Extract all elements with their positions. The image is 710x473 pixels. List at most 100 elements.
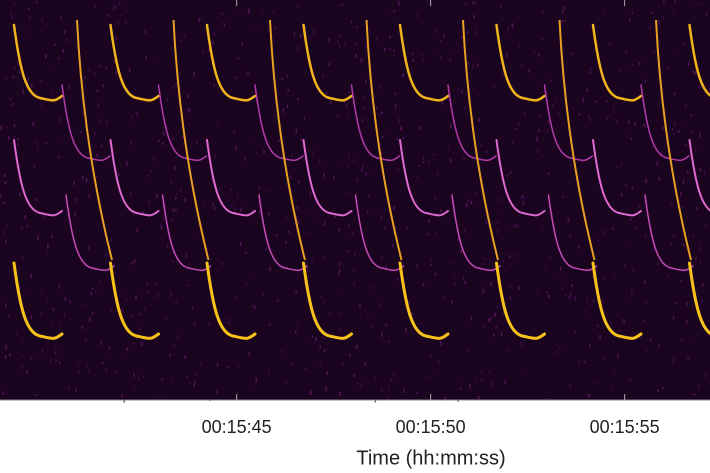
trace [495, 139, 546, 217]
noise [173, 84, 176, 88]
noise [559, 346, 561, 349]
noise [216, 363, 219, 367]
noise [398, 118, 401, 123]
noise [394, 104, 397, 109]
noise [629, 18, 631, 23]
noise [113, 59, 115, 63]
noise [115, 70, 118, 75]
noise [491, 381, 493, 387]
noise [682, 179, 685, 185]
noise [339, 33, 342, 38]
noise [182, 136, 184, 139]
noise [162, 131, 165, 136]
noise [360, 58, 363, 63]
noise [88, 246, 90, 250]
noise [634, 227, 637, 230]
noise [405, 328, 407, 333]
noise [136, 228, 138, 233]
noise [172, 208, 174, 212]
noise [510, 171, 512, 174]
noise [567, 218, 570, 223]
noise [227, 321, 230, 325]
noise [213, 32, 216, 36]
trace [447, 84, 497, 162]
noise [631, 63, 633, 66]
noise [508, 253, 510, 258]
noise [255, 100, 258, 103]
noise [171, 86, 174, 89]
noise [41, 18, 44, 22]
noise [30, 273, 32, 279]
noise [250, 222, 252, 225]
noise [658, 25, 660, 27]
noise [660, 152, 663, 156]
noise [670, 242, 673, 246]
trace [13, 139, 63, 217]
noise [77, 364, 80, 367]
noise [620, 163, 623, 166]
noise [502, 259, 504, 263]
noise [156, 193, 158, 199]
noise [235, 145, 237, 150]
noise [630, 294, 633, 298]
noise [82, 176, 84, 180]
noise [542, 10, 544, 13]
noise [156, 293, 159, 298]
noise [367, 194, 370, 199]
noise [402, 137, 404, 140]
noise [470, 316, 473, 321]
trace [591, 23, 643, 102]
noise [105, 351, 108, 354]
noise [383, 47, 386, 52]
noise [674, 302, 677, 305]
trace [302, 261, 353, 340]
noise [415, 176, 418, 179]
trace [76, 19, 113, 261]
noise [662, 387, 664, 390]
trace [205, 261, 257, 340]
noise [588, 393, 590, 398]
noise [450, 299, 453, 304]
noise [21, 337, 24, 340]
noise [35, 1, 38, 3]
noise [123, 399, 125, 403]
noise [586, 88, 589, 92]
noise [557, 111, 560, 116]
noise [548, 120, 550, 124]
noise [678, 129, 680, 133]
noise [282, 113, 284, 116]
noise [622, 318, 625, 322]
noise [175, 301, 177, 304]
noise [50, 88, 53, 91]
noise [69, 300, 71, 305]
noise [480, 371, 483, 374]
noise [311, 335, 314, 339]
noise [249, 272, 251, 275]
noise [434, 29, 437, 34]
noise [625, 184, 627, 187]
noise [597, 238, 600, 242]
trace [109, 261, 160, 340]
noise [304, 368, 307, 371]
noise [196, 141, 198, 144]
noise [114, 370, 117, 375]
noise [440, 341, 442, 346]
noise [500, 5, 502, 8]
noise [121, 308, 123, 312]
noise [322, 73, 324, 78]
noise [136, 112, 139, 117]
noise [464, 280, 466, 285]
noise [422, 283, 425, 287]
noise [471, 87, 474, 90]
noise [704, 224, 707, 228]
noise [685, 302, 688, 307]
noise [338, 269, 341, 273]
noise [4, 355, 7, 359]
noise [50, 64, 52, 67]
noise [481, 280, 483, 283]
noise [305, 26, 307, 29]
noise [125, 20, 127, 25]
noise [44, 214, 46, 219]
noise [237, 57, 240, 60]
